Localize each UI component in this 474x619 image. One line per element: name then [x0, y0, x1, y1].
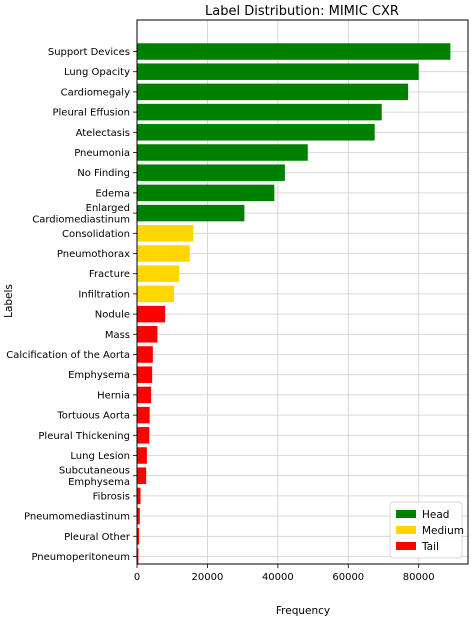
y-tick-label: Nodule	[95, 310, 130, 321]
bar	[137, 406, 150, 424]
bars	[137, 43, 451, 565]
bar	[137, 386, 152, 404]
y-tick-label: Edema	[95, 188, 130, 199]
y-tick-label: Fibrosis	[93, 491, 130, 502]
bar	[137, 164, 285, 181]
x-tick-label: 0	[134, 572, 140, 583]
y-tick-label: Atelectasis	[76, 128, 130, 139]
x-tick-label: 80000	[403, 572, 435, 583]
bar	[137, 427, 150, 444]
y-tick-label: Support Devices	[48, 47, 130, 58]
y-tick-label: No Finding	[77, 168, 130, 179]
y-tick-label: Calcification of the Aorta	[6, 350, 130, 361]
x-axis-label: Frequency	[276, 605, 330, 617]
y-tick-label: Pleural Thickening	[38, 431, 130, 442]
bar	[137, 83, 409, 101]
y-tick-label: Pleural Other	[64, 532, 131, 543]
bar	[137, 447, 147, 464]
legend-label: Head	[422, 509, 449, 521]
y-tick-label: Pleural Effusion	[53, 108, 131, 119]
legend: Head Medium Tail	[389, 501, 464, 559]
bar	[137, 124, 375, 141]
bar	[137, 346, 153, 363]
y-tick-label: Pneumomediastinum	[24, 512, 130, 523]
y-tick-label: Lung Opacity	[64, 67, 130, 78]
bar	[137, 326, 158, 343]
y-tick-label: Pneumoperitoneum	[31, 552, 130, 563]
bar	[137, 366, 153, 383]
x-tick-label: 40000	[262, 572, 294, 583]
x-tick-label: 60000	[332, 572, 364, 583]
bar	[137, 467, 147, 484]
y-tick-label: Pneumothorax	[57, 249, 130, 260]
chart-title: Label Distribution: MIMIC CXR	[205, 4, 399, 19]
bar	[137, 144, 308, 161]
y-tick-label: Hernia	[97, 390, 130, 401]
bar	[137, 103, 382, 121]
legend-swatch	[396, 526, 416, 534]
bar	[137, 245, 190, 262]
bar	[137, 225, 194, 242]
y-axis-label: Labels	[3, 284, 15, 318]
x-axis-ticks: 0 20000 40000 60000 80000	[134, 564, 435, 583]
bar	[137, 63, 419, 80]
x-tick-label: 20000	[192, 572, 224, 583]
y-tick-label: Cardiomegaly	[61, 87, 130, 98]
y-tick-label: Consolidation	[62, 229, 130, 240]
bar	[137, 43, 451, 60]
grid	[136, 20, 468, 564]
bar	[137, 204, 245, 222]
y-tick-label: Lung Lesion	[70, 451, 130, 462]
y-tick-label: Pneumonia	[74, 148, 130, 159]
bar	[137, 285, 174, 303]
bar	[137, 507, 140, 525]
legend-swatch	[396, 510, 416, 518]
bar	[137, 265, 180, 282]
y-tick-label: Enlarged Cardiomediastinum	[32, 203, 130, 226]
y-tick-label: Tortuous Aorta	[56, 411, 130, 422]
plot-frame	[136, 19, 469, 565]
bar	[137, 528, 140, 545]
y-tick-label: Infiltration	[78, 289, 130, 300]
y-axis-ticks: Support Devices Lung Opacity Cardiomegaly P…	[6, 47, 137, 563]
y-tick-label: Subcutaneous Emphysema	[59, 465, 130, 488]
bar	[137, 548, 139, 565]
legend-swatch	[396, 542, 416, 550]
bar	[137, 305, 166, 323]
y-tick-label: Emphysema	[68, 370, 130, 381]
legend-label: Tail	[421, 541, 439, 553]
legend-label: Medium	[422, 525, 464, 537]
y-tick-label: Fracture	[89, 269, 130, 280]
bar	[137, 487, 141, 505]
y-tick-label: Mass	[105, 330, 130, 341]
bar	[137, 184, 275, 202]
